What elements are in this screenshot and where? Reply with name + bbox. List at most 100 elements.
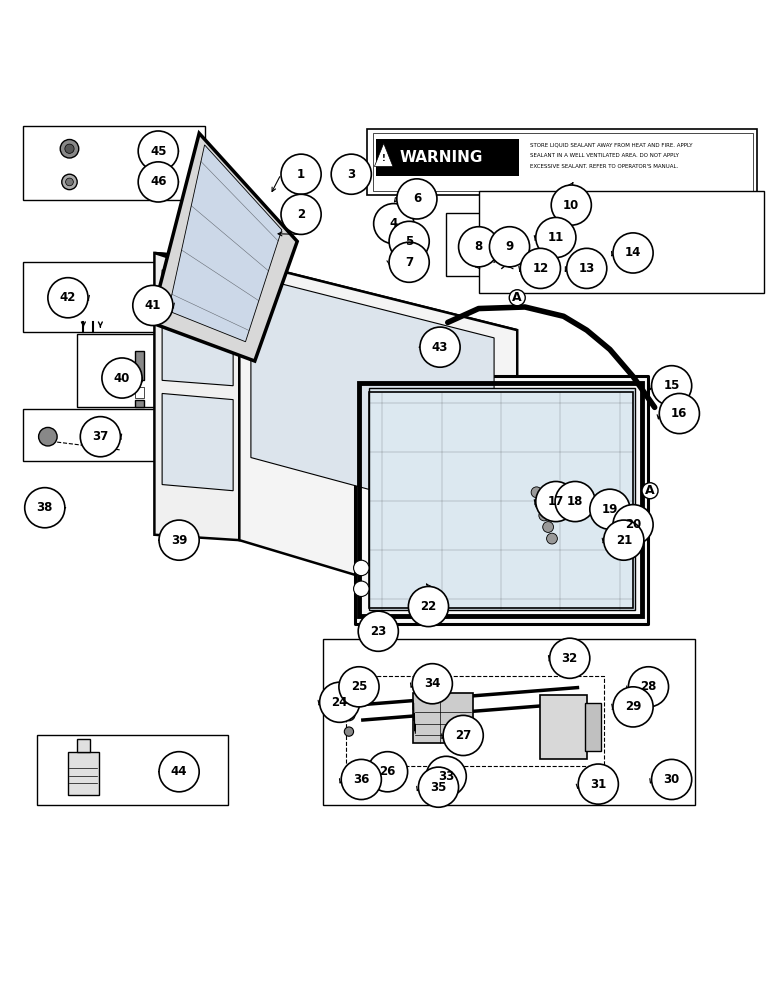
Polygon shape bbox=[374, 143, 393, 166]
Text: EXCESSIVE SEALANT. REFER TO OPERATOR'S MANUAL.: EXCESSIVE SEALANT. REFER TO OPERATOR'S M… bbox=[530, 164, 679, 169]
Bar bbox=[23, 409, 158, 461]
Circle shape bbox=[341, 759, 381, 800]
Text: 12: 12 bbox=[532, 262, 549, 275]
Circle shape bbox=[25, 488, 65, 528]
Circle shape bbox=[331, 154, 371, 194]
Circle shape bbox=[652, 759, 692, 800]
Circle shape bbox=[578, 764, 618, 804]
Bar bbox=[23, 262, 205, 332]
Polygon shape bbox=[239, 261, 517, 624]
Circle shape bbox=[159, 752, 199, 792]
Circle shape bbox=[550, 638, 590, 678]
Text: 1: 1 bbox=[297, 168, 305, 181]
Circle shape bbox=[281, 194, 321, 234]
Text: 36: 36 bbox=[353, 773, 370, 786]
Circle shape bbox=[459, 227, 499, 267]
Circle shape bbox=[358, 611, 398, 651]
Circle shape bbox=[354, 560, 369, 576]
Circle shape bbox=[412, 664, 452, 704]
Text: 21: 21 bbox=[615, 534, 632, 547]
Bar bbox=[77, 739, 90, 752]
Bar bbox=[135, 351, 144, 380]
Text: 38: 38 bbox=[36, 501, 53, 514]
Circle shape bbox=[590, 489, 630, 529]
Text: 42: 42 bbox=[59, 291, 76, 304]
Text: 8: 8 bbox=[475, 240, 482, 253]
Bar bbox=[540, 695, 587, 759]
Circle shape bbox=[354, 581, 369, 596]
Circle shape bbox=[659, 393, 699, 434]
Text: 26: 26 bbox=[379, 765, 396, 778]
Polygon shape bbox=[162, 270, 233, 386]
Text: 27: 27 bbox=[455, 729, 472, 742]
Text: A: A bbox=[645, 484, 655, 497]
Text: 9: 9 bbox=[506, 240, 513, 253]
Circle shape bbox=[48, 278, 88, 318]
Bar bbox=[376, 139, 519, 176]
Circle shape bbox=[489, 227, 530, 267]
Bar bbox=[77, 334, 212, 407]
Circle shape bbox=[159, 520, 199, 560]
Text: 22: 22 bbox=[420, 600, 437, 613]
Polygon shape bbox=[162, 393, 233, 491]
Bar bbox=[479, 191, 764, 293]
Text: 28: 28 bbox=[640, 680, 657, 693]
Bar bbox=[23, 126, 205, 200]
Polygon shape bbox=[151, 133, 297, 361]
Circle shape bbox=[628, 667, 669, 707]
Polygon shape bbox=[154, 253, 239, 540]
Circle shape bbox=[66, 178, 73, 186]
Bar bbox=[367, 129, 757, 195]
Bar bbox=[68, 752, 99, 795]
Text: 16: 16 bbox=[671, 407, 688, 420]
Circle shape bbox=[520, 248, 560, 288]
Text: 17: 17 bbox=[547, 495, 564, 508]
Circle shape bbox=[133, 285, 173, 326]
Text: 44: 44 bbox=[171, 765, 188, 778]
Text: 33: 33 bbox=[438, 770, 455, 783]
Circle shape bbox=[604, 520, 644, 560]
Text: 11: 11 bbox=[547, 231, 564, 244]
Circle shape bbox=[80, 417, 120, 457]
Text: 29: 29 bbox=[625, 700, 642, 713]
Circle shape bbox=[389, 242, 429, 282]
Text: 5: 5 bbox=[405, 235, 413, 248]
Bar bbox=[446, 213, 550, 276]
Text: 23: 23 bbox=[370, 625, 387, 638]
Circle shape bbox=[426, 756, 466, 796]
Circle shape bbox=[397, 179, 437, 219]
Circle shape bbox=[555, 481, 595, 522]
Text: 14: 14 bbox=[625, 246, 642, 259]
Circle shape bbox=[613, 233, 653, 273]
Circle shape bbox=[551, 185, 591, 225]
Polygon shape bbox=[168, 145, 282, 342]
Text: 25: 25 bbox=[350, 680, 367, 693]
Text: 31: 31 bbox=[590, 778, 607, 791]
Text: 40: 40 bbox=[113, 372, 130, 385]
Polygon shape bbox=[154, 253, 517, 330]
Circle shape bbox=[374, 204, 414, 244]
Text: 34: 34 bbox=[424, 677, 441, 690]
Text: 32: 32 bbox=[561, 652, 578, 665]
Circle shape bbox=[535, 498, 546, 509]
Bar bbox=[373, 133, 753, 191]
Bar bbox=[323, 639, 695, 805]
Text: STORE LIQUID SEALANT AWAY FROM HEAT AND FIRE. APPLY: STORE LIQUID SEALANT AWAY FROM HEAT AND … bbox=[530, 142, 692, 147]
Text: 46: 46 bbox=[150, 175, 167, 188]
Text: 7: 7 bbox=[405, 256, 413, 269]
Text: 3: 3 bbox=[347, 168, 355, 181]
Bar bbox=[413, 693, 473, 743]
Bar bbox=[135, 387, 144, 398]
Circle shape bbox=[367, 752, 408, 792]
Circle shape bbox=[567, 248, 607, 288]
Circle shape bbox=[543, 522, 554, 532]
Circle shape bbox=[547, 533, 557, 544]
Text: 19: 19 bbox=[601, 503, 618, 516]
Circle shape bbox=[536, 217, 576, 258]
Circle shape bbox=[138, 162, 178, 202]
Circle shape bbox=[389, 221, 429, 261]
Text: A: A bbox=[513, 291, 522, 304]
Circle shape bbox=[461, 245, 473, 258]
Text: !: ! bbox=[381, 154, 386, 163]
Text: 10: 10 bbox=[563, 199, 580, 212]
